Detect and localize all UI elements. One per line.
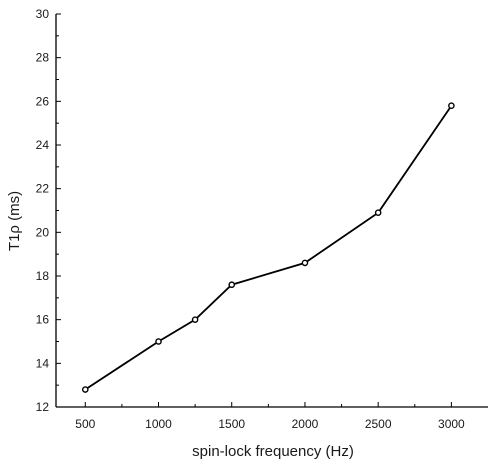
y-tick-label: 28 [36, 51, 50, 65]
x-tick-label: 1500 [218, 417, 245, 431]
y-axis-title: T1ρ (ms) [6, 191, 23, 251]
y-tick-label: 14 [36, 356, 50, 370]
y-tick-labels: 12 14 16 18 20 22 24 26 28 30 [36, 7, 50, 414]
data-point [374, 209, 382, 216]
data-point [155, 338, 162, 345]
x-tick-labels: 500 1000 1500 2000 2500 3000 [75, 417, 465, 431]
data-point [448, 102, 455, 109]
x-tick-label: 1000 [145, 417, 172, 431]
x-tick-label: 2500 [365, 417, 392, 431]
x-tick-label: 500 [75, 417, 95, 431]
y-tick-label: 18 [36, 269, 50, 283]
y-tick-label: 30 [36, 7, 50, 21]
y-tick-label: 24 [36, 138, 50, 152]
y-tick-label: 26 [36, 94, 50, 108]
x-tick-label: 2000 [292, 417, 319, 431]
data-point [228, 281, 236, 289]
series-line [84, 105, 453, 391]
axis-ticks [56, 13, 452, 408]
y-tick-label: 20 [36, 225, 50, 239]
data-points [81, 102, 455, 393]
y-tick-label: 16 [36, 313, 50, 327]
x-axis-title: spin-lock frequency (Hz) [192, 443, 354, 460]
data-point [81, 386, 89, 393]
y-tick-label: 22 [36, 182, 50, 196]
y-tick-label: 12 [36, 400, 50, 414]
data-point [191, 316, 199, 323]
data-point [301, 259, 309, 267]
x-tick-label: 3000 [438, 417, 465, 431]
